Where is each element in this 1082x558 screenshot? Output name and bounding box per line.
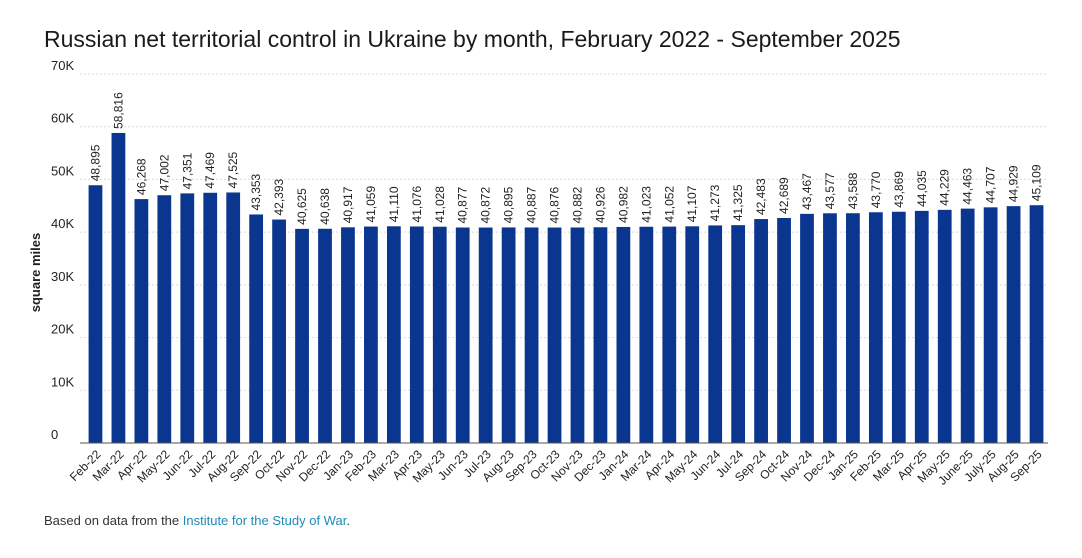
bar	[914, 210, 929, 443]
data-label: 46,268	[134, 158, 148, 195]
data-label: 41,076	[410, 185, 424, 222]
data-label: 40,638	[318, 188, 332, 225]
data-label: 41,059	[364, 186, 378, 223]
data-label: 41,023	[639, 186, 653, 223]
data-label: 44,707	[984, 166, 998, 203]
y-tick-label: 40K	[51, 216, 74, 231]
bar	[272, 219, 286, 443]
bar-chart: 0 10K 20K 30K 40K 50K 60K 70K square miles 48,895…	[28, 58, 1048, 488]
bar	[249, 214, 264, 443]
data-label: 43,577	[823, 172, 837, 209]
y-tick-label: 50K	[51, 163, 74, 178]
data-label: 42,393	[272, 178, 286, 215]
data-label: 44,929	[1007, 165, 1021, 202]
data-label: 42,483	[754, 178, 768, 215]
data-label: 43,353	[249, 173, 263, 210]
data-label: 58,816	[111, 92, 125, 129]
y-tick-label: 20K	[51, 322, 74, 337]
data-label: 42,689	[777, 177, 791, 214]
chart-title: Russian net territorial control in Ukrai…	[44, 26, 901, 52]
bar	[983, 207, 998, 443]
data-label: 40,882	[570, 186, 584, 223]
bar	[1029, 205, 1044, 443]
bar	[111, 132, 126, 443]
data-label: 44,035	[915, 170, 929, 207]
bar	[432, 226, 447, 443]
data-label: 47,351	[180, 152, 194, 189]
bar	[937, 209, 952, 443]
source-link[interactable]: Institute for the Study of War	[182, 513, 347, 528]
data-label: 43,869	[892, 171, 906, 208]
bar	[341, 227, 355, 443]
data-label: 43,467	[800, 173, 814, 210]
bar	[318, 228, 332, 443]
data-label: 41,107	[685, 185, 699, 222]
bar	[180, 193, 195, 443]
bar	[685, 226, 700, 443]
bar	[478, 227, 493, 443]
bar	[409, 226, 424, 443]
bar	[88, 185, 103, 444]
data-label: 43,770	[869, 171, 883, 208]
data-label: 40,625	[295, 188, 309, 225]
data-label: 48,895	[88, 144, 102, 181]
bar	[134, 199, 149, 443]
y-tick-label: 70K	[51, 58, 74, 73]
bar	[777, 217, 791, 443]
data-label: 41,110	[387, 186, 401, 222]
y-tick-label: 30K	[51, 269, 74, 284]
bar	[754, 219, 768, 443]
bar	[364, 226, 378, 443]
data-label: 40,926	[593, 186, 607, 223]
bar	[960, 208, 975, 443]
data-label: 40,895	[502, 186, 516, 223]
data-label: 40,982	[616, 186, 630, 223]
data-label: 45,109	[1030, 164, 1044, 201]
source-note: Based on data from the Institute for the…	[44, 513, 350, 528]
data-label: 40,877	[456, 186, 470, 223]
bar	[616, 226, 631, 443]
bar	[570, 227, 585, 443]
bar	[868, 212, 883, 443]
bar	[455, 227, 470, 443]
bar	[891, 211, 906, 443]
data-label: 41,052	[662, 186, 676, 223]
y-axis-label: square miles	[28, 233, 43, 313]
bar	[524, 227, 539, 443]
data-label: 44,463	[961, 168, 975, 205]
data-label: 40,876	[548, 186, 562, 223]
y-tick-label: 10K	[51, 374, 74, 389]
data-label: 40,917	[341, 186, 355, 223]
bar	[295, 228, 309, 443]
bar	[1006, 206, 1021, 443]
bar	[386, 226, 401, 443]
bar	[823, 213, 837, 443]
data-label: 44,229	[938, 169, 952, 206]
y-tick-label: 0	[51, 427, 58, 442]
data-label: 47,525	[226, 151, 240, 188]
data-label: 43,588	[846, 172, 860, 209]
bar	[846, 213, 860, 443]
bar	[662, 226, 677, 443]
bar	[639, 226, 654, 443]
bar	[593, 227, 608, 443]
data-label: 40,887	[525, 186, 539, 223]
data-label: 47,002	[157, 154, 171, 191]
bar	[800, 213, 814, 443]
bar	[708, 225, 723, 443]
bar	[501, 227, 516, 443]
bar	[203, 192, 218, 443]
source-suffix: .	[346, 513, 350, 528]
data-label: 41,325	[731, 184, 745, 221]
source-prefix: Based on data from the	[44, 513, 183, 528]
bar	[157, 195, 172, 443]
bar	[731, 225, 746, 443]
data-label: 47,469	[203, 152, 217, 189]
data-label: 40,872	[479, 187, 493, 224]
bar	[547, 227, 562, 443]
y-tick-label: 60K	[51, 111, 74, 126]
data-label: 41,273	[708, 184, 722, 221]
bar	[226, 192, 241, 443]
data-label: 41,028	[433, 186, 447, 223]
